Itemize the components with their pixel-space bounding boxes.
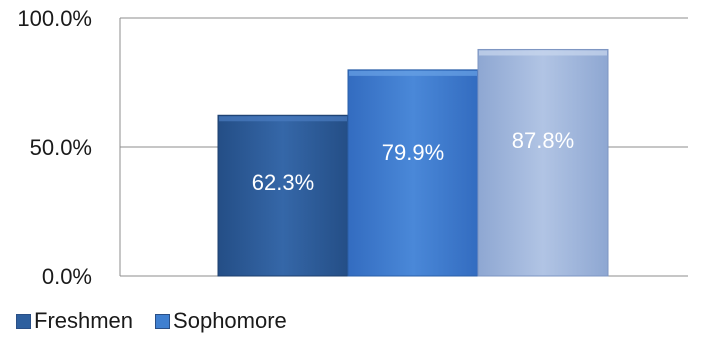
bar-bevel bbox=[219, 116, 347, 122]
data-label: 87.8% bbox=[512, 128, 574, 153]
bar-bevel bbox=[349, 70, 477, 76]
legend-item-sophomore: Sophomore bbox=[155, 308, 287, 334]
legend: Freshmen Sophomore bbox=[16, 308, 309, 334]
legend-label-freshmen: Freshmen bbox=[34, 308, 134, 333]
y-tick-label: 50.0% bbox=[30, 135, 92, 160]
bar-bevel bbox=[479, 50, 607, 56]
y-axis: 0.0% 50.0% 100.0% bbox=[17, 6, 121, 289]
legend-swatch-freshmen bbox=[16, 313, 31, 329]
bar bbox=[477, 48, 609, 277]
legend-label-sophomore: Sophomore bbox=[173, 308, 287, 333]
legend-swatch-sophomore bbox=[155, 313, 171, 329]
bar bbox=[347, 69, 479, 277]
data-label: 62.3% bbox=[252, 170, 314, 195]
y-tick-label: 0.0% bbox=[42, 264, 92, 289]
y-tick-label: 100.0% bbox=[17, 6, 92, 31]
bars bbox=[217, 48, 609, 277]
data-labels: 62.3% 79.9% 87.8% bbox=[252, 128, 574, 195]
legend-item-freshmen: Freshmen bbox=[16, 308, 133, 334]
data-label: 79.9% bbox=[382, 140, 444, 165]
bar bbox=[217, 114, 349, 277]
